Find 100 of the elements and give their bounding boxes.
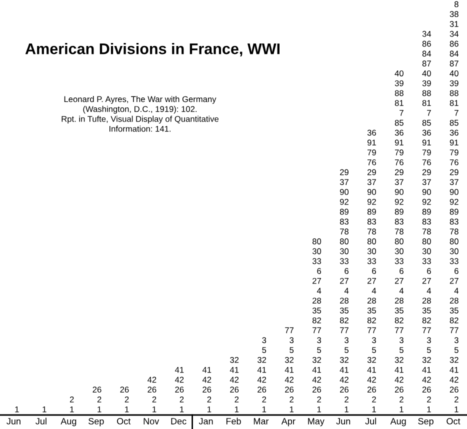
data-label: 1 [454, 406, 458, 412]
data-label: 42 [312, 376, 321, 383]
data-label: 32 [258, 356, 266, 363]
data-label: 39 [394, 80, 404, 86]
category-label: Jun [6, 418, 20, 424]
data-label: 42 [257, 376, 266, 383]
data-label: 91 [422, 140, 431, 146]
data-label: 89 [450, 208, 458, 215]
data-label: 77 [368, 327, 376, 334]
data-label: 36 [450, 130, 458, 136]
data-label: 92 [450, 198, 458, 205]
data-label: 4 [372, 288, 376, 294]
data-label: 2 [180, 396, 184, 402]
data-label: 26 [285, 386, 294, 393]
data-label: 81 [450, 100, 458, 106]
data-label: 79 [368, 149, 376, 156]
data-label: 1 [42, 406, 46, 412]
data-label: 84 [450, 50, 459, 57]
data-label: 2 [262, 396, 266, 402]
data-label: 83 [394, 218, 404, 225]
text: Leonard P. Ayres, The War with Germany (Washington, D.C., 1919): 102. Rpt. in Tufte, Visual Display of Quantitative Information: 141. [62, 96, 219, 132]
data-label: 80 [367, 238, 376, 244]
data-label: 30 [312, 248, 322, 254]
data-label: 29 [422, 169, 431, 176]
data-label: 77 [312, 327, 321, 334]
data-label: 41 [257, 366, 266, 373]
data-label: 27 [450, 278, 458, 284]
data-label: 29 [394, 169, 404, 176]
data-label: 1 [234, 406, 239, 412]
data-label: 83 [367, 218, 376, 225]
data-label: 42 [422, 376, 431, 383]
data-label: 3 [454, 337, 458, 344]
data-label: 26 [92, 386, 102, 393]
data-label: 1 [372, 406, 376, 412]
data-label: 7 [454, 110, 458, 116]
data-label: 26 [202, 386, 212, 393]
data-label: 30 [340, 248, 349, 254]
data-label: 33 [422, 258, 431, 264]
data-label: 86 [450, 40, 458, 47]
data-label: 1 [317, 406, 321, 412]
data-label: 80 [422, 238, 431, 244]
data-label: 26 [422, 386, 431, 393]
data-label: 82 [367, 317, 376, 324]
data-label: 91 [450, 140, 458, 146]
data-label: 35 [422, 308, 431, 314]
data-label: 3 [344, 337, 349, 344]
data-label: 27 [368, 278, 376, 284]
data-label: 4 [399, 288, 404, 294]
data-label: 85 [394, 120, 404, 126]
data-label: 35 [394, 308, 404, 314]
data-label: 80 [450, 238, 458, 244]
data-label: 82 [450, 317, 458, 324]
data-label: 30 [394, 248, 404, 254]
data-label: 32 [422, 356, 431, 363]
data-label: 92 [340, 198, 348, 205]
data-label: 41 [394, 366, 404, 373]
data-label: 26 [258, 386, 266, 393]
data-label: 92 [394, 198, 404, 205]
data-label: 26 [175, 386, 184, 393]
data-label: 1 [344, 406, 348, 412]
data-label: 76 [422, 159, 431, 166]
data-label: 1 [400, 406, 404, 412]
data-label: 37 [422, 179, 431, 186]
data-label: 88 [422, 90, 431, 96]
data-label: 77 [340, 327, 348, 334]
data-label: 42 [148, 376, 156, 383]
category-label: Sep [88, 418, 104, 426]
data-label: 76 [368, 159, 376, 166]
data-label: 29 [340, 169, 348, 176]
data-label: 32 [450, 356, 458, 363]
category-label: Oct [446, 418, 460, 424]
data-label: 26 [230, 386, 239, 393]
data-label: 79 [450, 149, 458, 156]
data-label: 2 [454, 396, 458, 402]
category-label: Nov [144, 418, 160, 424]
data-label: 1 [152, 406, 156, 412]
data-label: 37 [394, 179, 404, 186]
data-label: 42 [340, 376, 348, 383]
data-label: 28 [340, 298, 349, 304]
data-label: 36 [367, 130, 376, 136]
category-label: Feb [226, 418, 241, 424]
data-label: 41 [450, 366, 458, 373]
data-label: 90 [340, 189, 349, 195]
data-label: 2 [97, 396, 102, 402]
data-label: 4 [426, 288, 432, 294]
data-label: 87 [450, 60, 458, 66]
data-label: 5 [317, 347, 322, 354]
data-label: 34 [450, 30, 459, 37]
data-label: 81 [422, 100, 431, 106]
data-label: 5 [290, 347, 294, 354]
data-label: 6 [344, 268, 349, 274]
data-label: 41 [340, 366, 348, 373]
data-label: 89 [394, 208, 404, 215]
data-label: 26 [148, 386, 156, 393]
data-label: 3 [372, 337, 376, 344]
data-label: 2 [152, 396, 156, 402]
data-label: 83 [422, 218, 431, 225]
data-label: 88 [450, 90, 458, 96]
data-label: 42 [367, 376, 376, 383]
category-label: Jul [36, 418, 46, 424]
